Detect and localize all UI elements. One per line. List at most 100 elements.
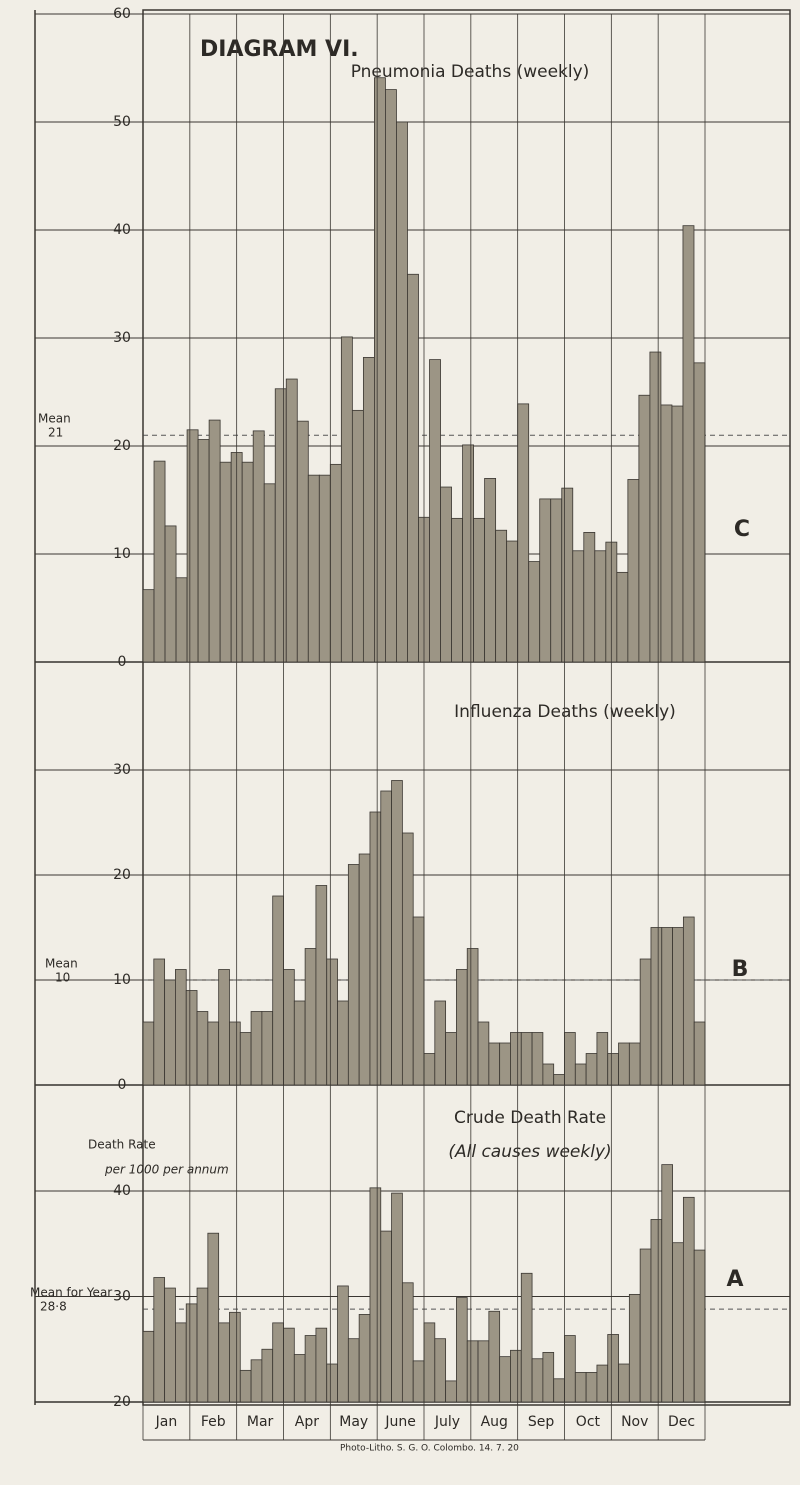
bar [672, 1242, 684, 1403]
bar [650, 1219, 663, 1403]
bar [274, 388, 287, 663]
bar [488, 1310, 501, 1403]
bar [207, 1021, 220, 1086]
mean-value: 10 [55, 971, 70, 985]
bar [628, 1293, 641, 1403]
bar [261, 1348, 274, 1403]
bar [261, 1011, 274, 1086]
bar [285, 378, 298, 663]
bar [296, 420, 309, 663]
bar [583, 532, 596, 663]
panel-subtitle: (All causes weekly) [448, 1142, 611, 1162]
bar [488, 1042, 501, 1086]
bar [520, 1032, 533, 1086]
y-axis-label: Death Rate [88, 1138, 156, 1152]
bar [239, 1032, 252, 1086]
bar [412, 916, 425, 1086]
panel-title: Influenza Deaths (weekly) [454, 702, 676, 722]
bar [451, 517, 463, 663]
mean-label: Mean [38, 412, 71, 426]
bar [506, 540, 519, 663]
bar [142, 589, 155, 663]
bar [164, 525, 177, 663]
bar [682, 225, 695, 663]
bar [164, 979, 176, 1086]
month-label: Dec [668, 1414, 695, 1430]
bar [304, 948, 317, 1086]
y-tick-label: 20 [113, 867, 131, 883]
bar [175, 1322, 187, 1403]
bar [466, 1340, 479, 1403]
bar [473, 517, 486, 663]
bar [185, 990, 198, 1086]
bar [561, 487, 574, 663]
bar [362, 357, 375, 663]
bar [293, 1354, 306, 1403]
bar [542, 1352, 555, 1403]
mean-label: Mean [45, 957, 78, 971]
bar [627, 479, 640, 663]
bar [380, 790, 392, 1086]
bar [337, 1285, 349, 1403]
bar [434, 1338, 447, 1403]
bar [649, 351, 662, 663]
bar [456, 969, 468, 1086]
bar [142, 1021, 155, 1086]
bar [250, 1011, 263, 1086]
bar [499, 1042, 511, 1086]
y-tick-label: 30 [113, 762, 131, 778]
bar [369, 811, 382, 1086]
bar [607, 1053, 619, 1086]
y-axis-unit: per 1000 per annum [104, 1163, 229, 1177]
bar [682, 916, 695, 1086]
bar [218, 969, 230, 1086]
bar [272, 895, 284, 1086]
bar [229, 1021, 241, 1086]
panel-title: Pneumonia Deaths (weekly) [351, 62, 590, 82]
bar [374, 77, 386, 663]
month-label: June [384, 1414, 416, 1430]
bar [434, 1000, 447, 1086]
bar [423, 1322, 436, 1403]
bar [661, 927, 673, 1086]
bar [462, 444, 474, 663]
bar [369, 1187, 382, 1403]
y-tick-label: 30 [113, 330, 131, 346]
bar [241, 461, 254, 663]
bar [564, 1335, 576, 1403]
panel-letter: C [734, 517, 750, 542]
bar [153, 1277, 166, 1403]
bar [693, 1021, 706, 1086]
diagram-title: DIAGRAM VI. [200, 37, 359, 62]
bar [304, 1335, 317, 1403]
bar [574, 1063, 587, 1086]
bar [347, 864, 360, 1086]
bar [239, 1369, 252, 1403]
bar [510, 1032, 522, 1086]
bar [618, 1363, 630, 1403]
month-label: Apr [295, 1414, 319, 1430]
month-label: Feb [201, 1414, 226, 1430]
bar [661, 1164, 673, 1403]
bar [520, 1272, 533, 1403]
bar [229, 1311, 241, 1403]
bar [639, 958, 652, 1086]
bar [380, 1230, 392, 1403]
bar [407, 273, 419, 663]
bar [671, 405, 684, 663]
bar [499, 1356, 511, 1403]
bar [628, 1042, 641, 1086]
bar [693, 362, 706, 663]
month-label: Mar [247, 1414, 274, 1430]
bar [572, 550, 585, 663]
bar [596, 1364, 609, 1403]
bar [495, 529, 508, 663]
bar [358, 853, 371, 1086]
bar [553, 1378, 565, 1403]
bar [358, 1314, 371, 1403]
bar [208, 419, 221, 663]
bar [218, 1322, 230, 1403]
bar [351, 409, 364, 663]
month-label: May [339, 1414, 368, 1430]
